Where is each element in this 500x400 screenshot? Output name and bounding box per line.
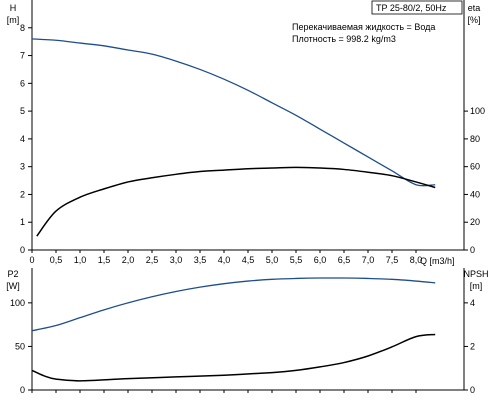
- x-tick-label-13: 6,5: [338, 255, 351, 265]
- right-y-tick-label-0-0: 0: [470, 245, 475, 255]
- x-tick-label-7: 3,5: [194, 255, 207, 265]
- top-y-unit: [m]: [7, 15, 20, 25]
- series-line-0-1: [36, 166, 436, 237]
- right-y-tick-label-0-5: 100: [470, 106, 485, 116]
- left-y-tick-label-0-0: 0: [20, 245, 25, 255]
- left-y-tick-label-0-3: 3: [20, 162, 25, 172]
- top-y2-unit: [%]: [467, 15, 480, 25]
- x-tick-label-11: 5,5: [290, 255, 303, 265]
- left-y-tick-label-0-8: 8: [20, 23, 25, 33]
- series-line-1-0: [31, 277, 436, 332]
- chart-title-box: [371, 0, 463, 15]
- left-y-tick-label-0-1: 1: [20, 217, 25, 227]
- bottom-y2-label: NPSH: [463, 269, 488, 279]
- left-y-tick-label-0-5: 5: [20, 106, 25, 116]
- x-tick-label-4: 2,0: [122, 255, 135, 265]
- x-tick-label-9: 4,5: [242, 255, 255, 265]
- x-tick-label-6: 3,0: [170, 255, 183, 265]
- x-tick-label-14: 7,0: [362, 255, 375, 265]
- bottom-y-label: P2: [7, 269, 18, 279]
- x-tick-label-1: 0,5: [50, 255, 63, 265]
- annotation-fluid: Перекачиваемая жидкость = Вода: [292, 22, 435, 32]
- x-tick-label-5: 2,5: [146, 255, 159, 265]
- series-line-1-1: [31, 333, 436, 382]
- x-axis-label: Q [m3/h]: [420, 256, 455, 266]
- left-y-tick-label-0-4: 4: [20, 134, 25, 144]
- x-tick-label-2: 1,0: [74, 255, 87, 265]
- x-tick-label-15: 7,5: [386, 255, 399, 265]
- left-y-tick-label-1-1: 50: [15, 341, 25, 351]
- x-tick-label-3: 1,5: [98, 255, 111, 265]
- left-y-tick-label-0-2: 2: [20, 189, 25, 199]
- x-tick-label-10: 5,0: [266, 255, 279, 265]
- x-tick-label-0: 0: [29, 255, 34, 265]
- annotation-density: Плотность = 998.2 kg/m3: [292, 34, 396, 44]
- left-y-tick-label-1-0: 0: [20, 385, 25, 395]
- x-tick-label-16: 8,0: [410, 255, 423, 265]
- bottom-y-unit: [W]: [6, 281, 20, 291]
- series-line-0-0: [31, 38, 436, 187]
- top-y2-label: eta: [468, 3, 481, 13]
- right-y-tick-label-0-3: 60: [470, 162, 480, 172]
- right-y-tick-label-0-2: 40: [470, 189, 480, 199]
- right-y-tick-label-1-1: 2: [470, 341, 475, 351]
- right-y-tick-label-0-1: 20: [470, 217, 480, 227]
- x-tick-label-8: 4,0: [218, 255, 231, 265]
- left-y-tick-label-0-6: 6: [20, 78, 25, 88]
- right-y-tick-label-0-4: 80: [470, 134, 480, 144]
- chart-title: TP 25-80/2, 50Hz: [376, 3, 447, 13]
- right-y-tick-label-1-2: 4: [470, 298, 475, 308]
- x-tick-label-12: 6,0: [314, 255, 327, 265]
- top-y-label: H: [10, 3, 17, 13]
- left-y-tick-label-0-7: 7: [20, 51, 25, 61]
- bottom-y2-unit: [m]: [470, 281, 483, 291]
- left-y-tick-label-1-2: 100: [10, 298, 25, 308]
- bottom-panel: 0 50 100 0 2 4: [10, 268, 475, 395]
- right-y-tick-label-1-0: 0: [470, 385, 475, 395]
